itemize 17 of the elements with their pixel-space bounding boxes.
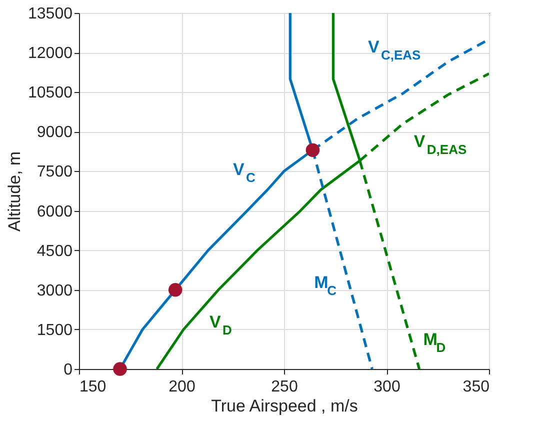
- y-tick-label: 1500: [36, 322, 73, 339]
- y-tick-label: 10500: [28, 84, 73, 102]
- y-axis-title: Altitude, m: [5, 151, 24, 232]
- x-tick-label: 300: [374, 378, 400, 396]
- x-tick-label: 250: [271, 378, 298, 396]
- y-tick-label: 12000: [28, 45, 73, 62]
- y-tick-label: 3000: [36, 282, 73, 300]
- y-tick-label: 9000: [36, 124, 73, 142]
- y-tick-label: 13500: [28, 6, 73, 22]
- x-tick-label: 350: [462, 378, 490, 396]
- y-tick-label: 0: [64, 362, 73, 378]
- x-tick-label: 200: [168, 378, 196, 396]
- y-tick-label: 4500: [36, 242, 73, 260]
- y-tick-label: 7500: [36, 164, 73, 181]
- y-tick-label: 6000: [36, 203, 73, 220]
- x-axis-title: True Airspeed , m/s: [211, 396, 358, 416]
- x-tick-label: 150: [80, 378, 106, 396]
